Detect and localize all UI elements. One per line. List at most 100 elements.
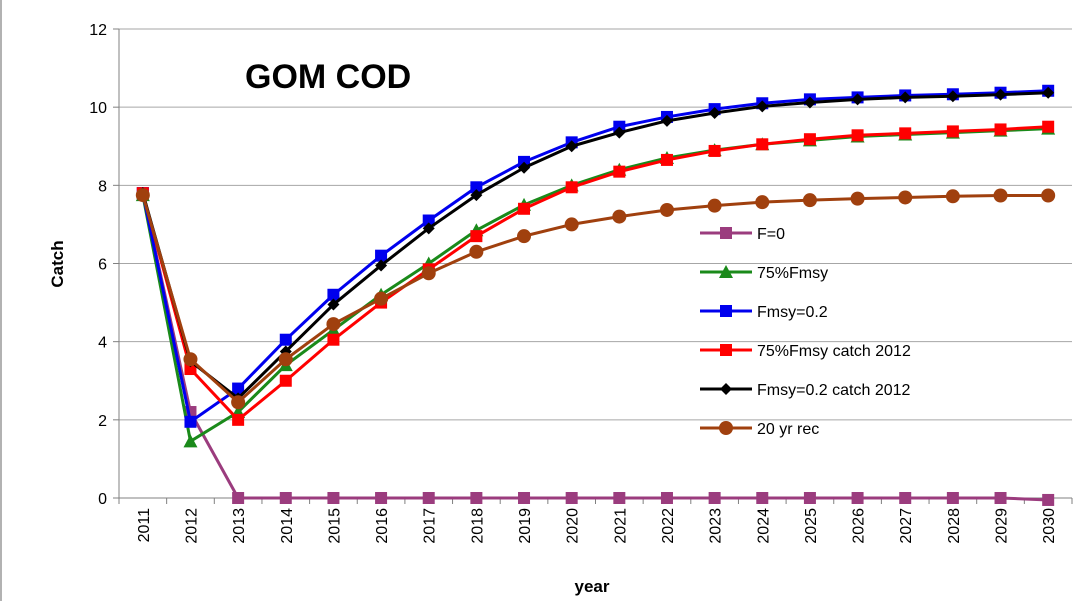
data-point (660, 492, 673, 504)
legend-label: 20 yr rec (757, 421, 819, 438)
x-tick-label: 2018 (469, 508, 486, 544)
data-point (564, 217, 579, 232)
y-tick-labels: 0 2 4 6 8 10 12 (89, 22, 107, 508)
series-1 (135, 121, 1056, 448)
data-point (232, 382, 245, 395)
series-line (141, 192, 1049, 502)
x-tick-label: 2026 (851, 508, 868, 544)
x-tick-label: 2024 (755, 508, 772, 544)
legend-label: Fmsy=0.2 catch 2012 (757, 382, 911, 399)
data-point (135, 188, 150, 203)
data-point (375, 259, 388, 272)
y-tick-label: 6 (98, 257, 107, 274)
series-line (141, 193, 1049, 404)
data-point (994, 123, 1007, 136)
data-point (327, 333, 340, 346)
data-point (184, 415, 197, 428)
data-point (232, 492, 245, 504)
chart-title: GOM COD (245, 58, 411, 96)
data-point (708, 107, 721, 120)
series-5 (135, 188, 1056, 410)
x-tick-label: 2012 (183, 508, 200, 544)
data-point (183, 352, 198, 367)
series-line (141, 127, 1049, 443)
legend-marker (720, 383, 732, 395)
legend-label: 75%Fmsy (757, 265, 828, 282)
series-line (141, 125, 1049, 422)
x-axis-title: year (575, 577, 610, 596)
data-point (327, 298, 340, 311)
data-point (899, 91, 912, 104)
x-tick-label: 2017 (422, 508, 439, 544)
legend-item: 75%Fmsy catch 2012 (700, 343, 911, 360)
data-point (946, 125, 959, 138)
data-point (422, 214, 435, 227)
series-0 (136, 187, 1055, 506)
legend-marker (720, 227, 732, 239)
legend-label: F=0 (757, 226, 785, 243)
data-point (279, 492, 292, 504)
x-tick-label: 2027 (898, 508, 915, 544)
data-point (613, 165, 626, 178)
y-tick-label: 10 (89, 100, 107, 117)
data-point (326, 317, 341, 332)
data-point (518, 202, 531, 215)
data-point (278, 352, 293, 367)
data-point (756, 492, 769, 504)
x-tick-label: 2014 (279, 508, 296, 544)
data-point (1042, 493, 1055, 506)
data-point (945, 189, 960, 204)
data-point (802, 193, 817, 208)
data-point (707, 198, 722, 213)
data-point (899, 127, 912, 140)
data-point (184, 363, 197, 376)
x-tick-label: 2025 (803, 508, 820, 544)
data-point (421, 266, 436, 281)
data-point (613, 126, 626, 139)
x-tick-label: 2023 (708, 508, 725, 544)
data-point (660, 114, 673, 127)
y-tick-label: 8 (98, 178, 107, 195)
series-line (141, 89, 1049, 424)
legend-item: 20 yr rec (700, 421, 819, 438)
x-tick-label: 2021 (612, 508, 629, 544)
data-point (327, 492, 340, 504)
data-point (803, 133, 816, 146)
data-point (946, 90, 959, 103)
legend-item: 75%Fmsy (700, 265, 828, 282)
series-layer (135, 84, 1056, 506)
x-tick-label: 2019 (517, 508, 534, 544)
data-point (232, 413, 245, 426)
y-axis-title: Catch (48, 240, 67, 287)
y-tick-label: 12 (89, 22, 107, 39)
data-point (613, 492, 626, 504)
data-point (993, 188, 1008, 203)
x-tick-label: 2028 (946, 508, 963, 544)
y-tick-label: 2 (98, 413, 107, 430)
data-point (612, 209, 627, 224)
data-point (470, 181, 483, 194)
data-point (374, 291, 389, 306)
x-tick-label: 2020 (565, 508, 582, 544)
legend-item: Fmsy=0.2 catch 2012 (700, 382, 911, 399)
data-point (470, 230, 483, 243)
data-point (1042, 86, 1055, 99)
legend-item: F=0 (700, 226, 785, 243)
x-tick-label: 2016 (374, 508, 391, 544)
data-point (565, 492, 578, 504)
data-point (659, 202, 674, 217)
data-point (517, 229, 532, 244)
data-point (279, 374, 292, 387)
x-tick-label: 2030 (1041, 508, 1058, 544)
x-tick-label: 2022 (660, 508, 677, 544)
y-tick-label: 0 (98, 491, 107, 508)
data-point (422, 492, 435, 504)
x-tick-label: 2029 (994, 508, 1011, 544)
data-point (851, 93, 864, 106)
data-point (231, 395, 246, 410)
data-point (660, 153, 673, 166)
axes (113, 28, 1073, 504)
data-point (518, 161, 531, 174)
data-point (183, 434, 198, 448)
